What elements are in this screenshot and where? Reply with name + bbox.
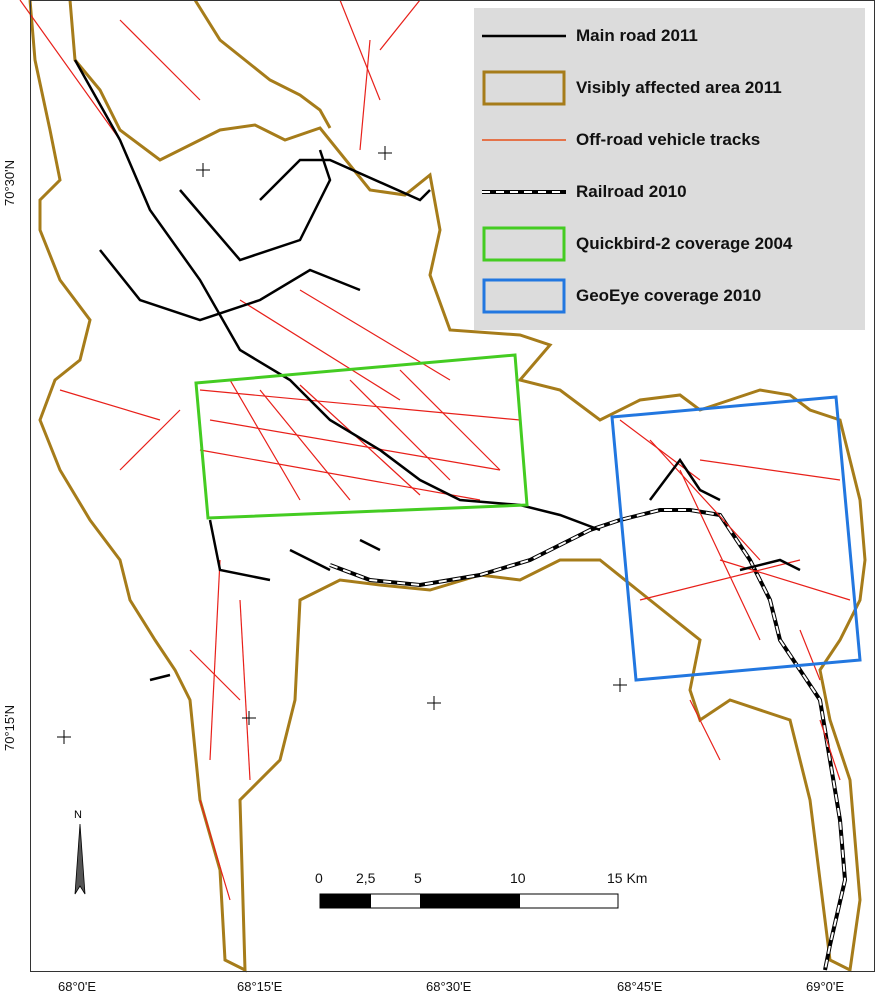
legend-item-main-road: Main road 2011: [474, 14, 865, 58]
affected-area-symbol: [482, 70, 566, 106]
lat-label-2: 70°15'N: [2, 705, 17, 751]
lon-label-4: 68°45'E: [617, 979, 663, 994]
graticule-crosses: [57, 146, 627, 744]
legend-item-geoeye: GeoEye coverage 2010: [474, 274, 865, 318]
north-label: N: [74, 809, 82, 821]
legend-item-affected-area: Visibly affected area 2011: [474, 66, 865, 110]
legend-label: Visibly affected area 2011: [576, 78, 782, 97]
lon-label-1: 68°0'E: [58, 979, 97, 994]
legend-label: GeoEye coverage 2010: [576, 286, 762, 305]
legend-label: Off-road vehicle tracks: [576, 130, 761, 149]
lat-label-1: 70°30'N: [2, 160, 17, 206]
lon-label-2: 68°15'E: [237, 979, 283, 994]
legend-label: Railroad 2010: [576, 182, 687, 201]
quickbird-symbol: [482, 226, 566, 262]
legend-item-tracks: Off-road vehicle tracks: [474, 118, 865, 162]
legend-label: Quickbird-2 coverage 2004: [576, 234, 793, 253]
legend-item-quickbird: Quickbird-2 coverage 2004: [474, 222, 865, 266]
geoeye-coverage-box: [610, 395, 862, 682]
tracks-symbol: [482, 139, 566, 141]
legend-item-railroad: Railroad 2010: [474, 170, 865, 214]
map-frame: [30, 0, 875, 972]
geoeye-symbol: [482, 278, 566, 314]
lon-label-5: 69°0'E: [806, 979, 845, 994]
affected-area-boundary-2: [193, 0, 332, 129]
quickbird-coverage-box: [194, 353, 529, 520]
legend-box: Main road 2011 Visibly affected area 201…: [474, 8, 865, 330]
affected-area-boundary: [28, 0, 867, 973]
scale-bar: [319, 893, 619, 909]
legend-label: Main road 2011: [576, 26, 698, 45]
off-road-tracks: [19, 0, 851, 901]
scale-tick-5: 5: [414, 870, 422, 886]
scale-tick-0: 0: [315, 870, 323, 886]
scale-tick-10: 10: [510, 870, 526, 886]
railroad-symbol: [482, 190, 566, 194]
scale-tick-15: 15 Km: [607, 870, 648, 886]
main-road-symbol: [482, 34, 566, 38]
north-arrow-icon: N: [74, 809, 86, 895]
railroad-line-dash: [329, 509, 847, 971]
lon-label-3: 68°30'E: [426, 979, 472, 994]
scale-tick-2-5: 2,5: [356, 870, 376, 886]
